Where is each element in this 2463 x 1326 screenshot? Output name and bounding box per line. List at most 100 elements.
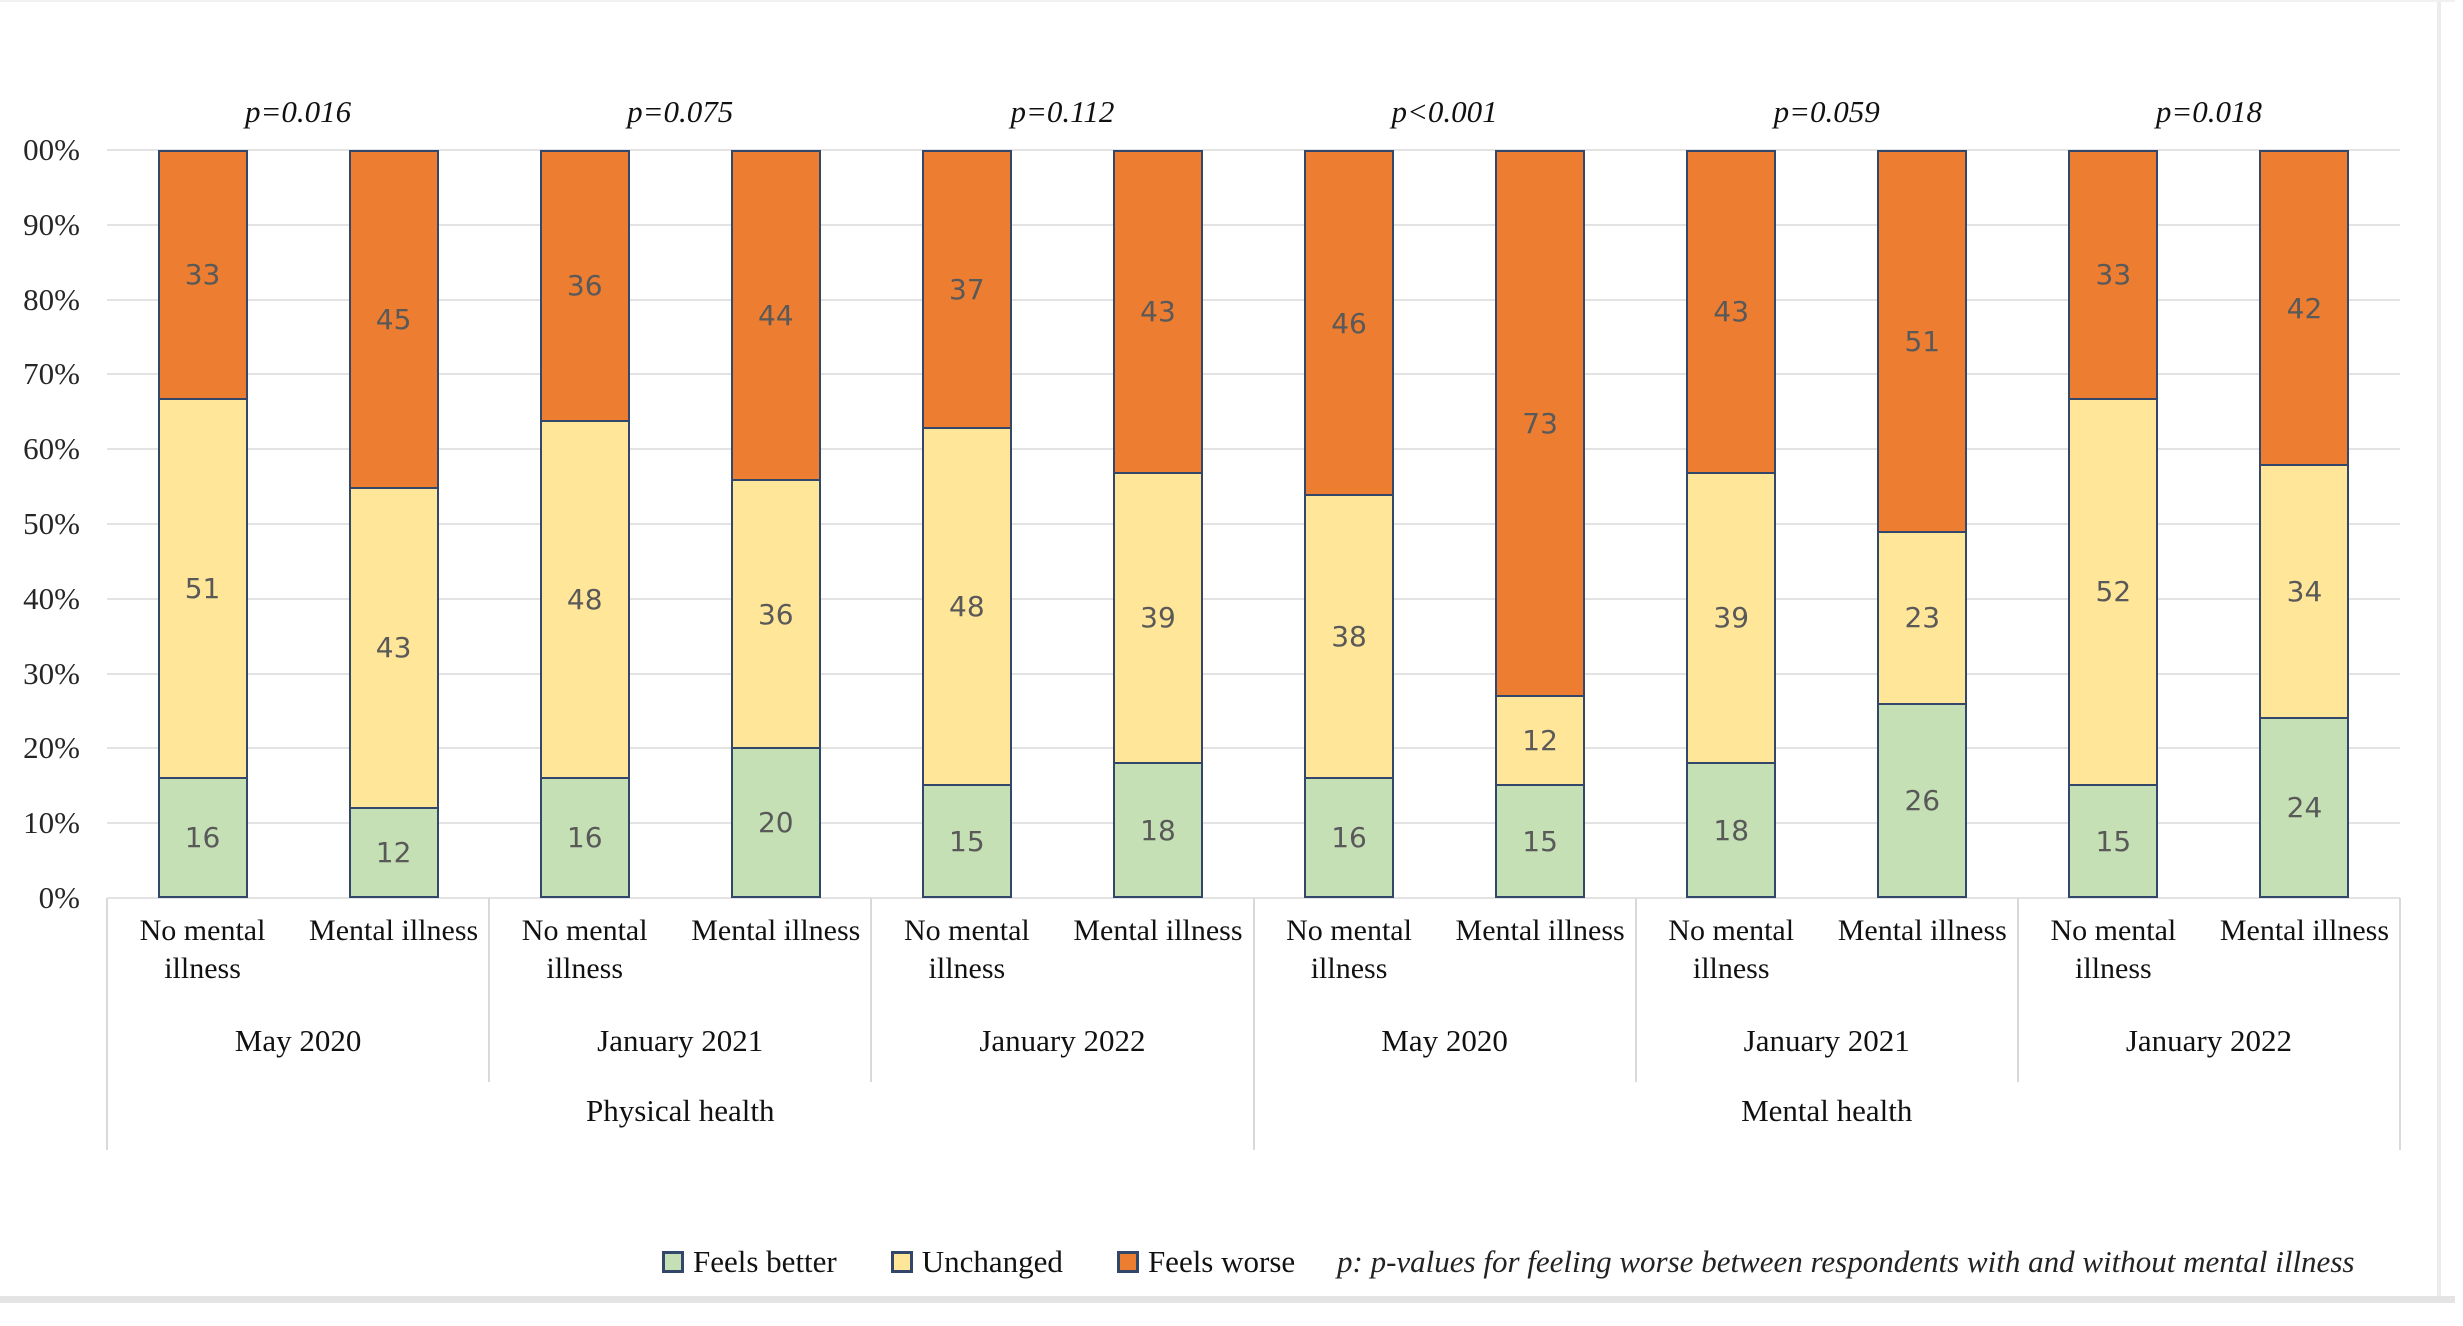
axis-divider <box>870 898 873 1082</box>
bar-category-label: No mental illness <box>2050 914 2177 985</box>
y-axis-tick-label: 60% <box>23 431 80 467</box>
segment-value-label: 34 <box>2286 575 2323 609</box>
segment-value-label: 33 <box>184 258 221 292</box>
p-value-label: p<0.001 <box>1391 94 1498 129</box>
y-gridline <box>107 298 2400 301</box>
axis-divider <box>106 898 108 1150</box>
bar-category-label: Mental illness <box>691 914 861 947</box>
bar-category-label: No mental illness <box>1286 914 1412 985</box>
y-axis-tick-label: 80% <box>23 281 80 317</box>
health-domain-label: Physical health <box>585 1093 775 1128</box>
p-value-label: p=0.059 <box>1773 94 1880 129</box>
segment-feels-worse: 46 <box>1306 152 1393 495</box>
segment-value-label: 37 <box>949 273 985 307</box>
stacked-bar: 33 52 15 <box>2068 150 2159 898</box>
bar-category-label: No mental illness <box>903 914 1030 985</box>
segment-unchanged: 34 <box>2261 464 2348 718</box>
segment-feels-better: 15 <box>2070 784 2157 896</box>
segment-value-label: 73 <box>1522 407 1558 441</box>
segment-unchanged: 52 <box>2070 397 2157 785</box>
bar-category-label: Mental illness <box>309 914 479 947</box>
segment-value-label: 18 <box>1713 813 1750 847</box>
segment-unchanged: 39 <box>1688 471 1775 763</box>
segment-unchanged: 48 <box>923 427 1010 785</box>
y-gridline <box>107 747 2400 750</box>
segment-feels-better: 12 <box>350 806 437 896</box>
y-gridline <box>107 822 2400 825</box>
stacked-bar: 43 39 18 <box>1686 150 1777 898</box>
y-gridline <box>107 597 2400 600</box>
legend-swatch-icon <box>1116 1251 1139 1273</box>
y-axis-tick-label: 40% <box>23 580 80 616</box>
y-axis-tick-label: 0% <box>38 880 80 915</box>
period-label: May 2020 <box>234 1023 362 1058</box>
segment-feels-worse: 37 <box>923 152 1010 428</box>
p-value-label: p=0.075 <box>627 94 734 129</box>
y-axis-tick-label: 00% <box>23 132 80 167</box>
segment-feels-better: 24 <box>2261 717 2348 896</box>
stacked-bar: 44 36 20 <box>730 150 821 898</box>
p-value-label: p=0.016 <box>244 94 352 129</box>
segment-value-label: 43 <box>1713 295 1750 329</box>
segment-value-label: 15 <box>2095 824 2132 858</box>
segment-value-label: 23 <box>1904 601 1941 635</box>
segment-value-label: 45 <box>375 302 412 336</box>
segment-value-label: 12 <box>375 835 412 869</box>
legend-item-feels-worse: Feels worse <box>1116 1244 1296 1280</box>
segment-value-label: 38 <box>1331 620 1367 654</box>
segment-value-label: 39 <box>1140 601 1176 635</box>
segment-value-label: 36 <box>757 597 794 631</box>
segment-value-label: 16 <box>1331 820 1367 854</box>
segment-value-label: 33 <box>2095 258 2132 292</box>
segment-unchanged: 36 <box>732 479 819 748</box>
period-label: January 2021 <box>597 1023 764 1058</box>
segment-value-label: 52 <box>2095 575 2132 609</box>
period-label: January 2022 <box>979 1023 1146 1058</box>
y-gridline <box>107 149 2400 151</box>
segment-value-label: 15 <box>949 824 985 858</box>
bar-category-label: No mental illness <box>521 914 648 985</box>
legend-label: Feels better <box>693 1244 837 1279</box>
legend-swatch-icon <box>890 1251 913 1273</box>
segment-unchanged: 43 <box>350 486 437 807</box>
segment-feels-worse: 33 <box>159 152 246 398</box>
segment-value-label: 16 <box>566 820 603 854</box>
health-domain-label: Mental health <box>1741 1093 1913 1128</box>
p-value-label: p=0.112 <box>1010 94 1115 129</box>
y-gridline <box>107 448 2400 451</box>
segment-value-label: 20 <box>757 806 794 840</box>
segment-feels-better: 20 <box>732 747 819 896</box>
period-label: January 2021 <box>1743 1023 1910 1058</box>
segment-value-label: 48 <box>949 590 985 624</box>
stacked-bar: 46 38 16 <box>1304 150 1395 898</box>
bar-category-label: Mental illness <box>1455 914 1625 947</box>
legend-label: Unchanged <box>921 1244 1063 1279</box>
legend-swatch-icon <box>662 1251 684 1273</box>
segment-value-label: 51 <box>184 571 221 605</box>
p-value-footnote: p: p-values for feeling worse between re… <box>1337 1244 2355 1279</box>
segment-value-label: 43 <box>1140 295 1176 329</box>
y-gridline <box>107 223 2400 226</box>
bar-category-label: Mental illness <box>1073 914 1243 947</box>
legend-label: Feels worse <box>1147 1244 1296 1279</box>
legend-item-unchanged: Unchanged <box>890 1244 1063 1280</box>
segment-unchanged: 23 <box>1879 531 1966 703</box>
segment-value-label: 42 <box>2286 291 2323 325</box>
legend-item-feels-better: Feels better <box>662 1244 837 1280</box>
segment-feels-better: 16 <box>159 776 246 896</box>
p-value-label: p=0.018 <box>2155 94 2262 129</box>
segment-value-label: 26 <box>1904 783 1941 817</box>
y-axis-tick-label: 90% <box>23 206 80 242</box>
segment-feels-worse: 43 <box>1688 152 1775 472</box>
bar-category-label: Mental illness <box>1837 914 2007 947</box>
y-axis-tick-label: 50% <box>23 506 80 541</box>
segment-value-label: 51 <box>1904 325 1941 359</box>
stacked-bar: 43 39 18 <box>1112 150 1203 898</box>
axis-divider <box>2016 898 2019 1082</box>
period-label: January 2022 <box>2125 1023 2292 1058</box>
segment-value-label: 46 <box>1331 306 1367 340</box>
segment-value-label: 36 <box>566 269 603 303</box>
segment-value-label: 18 <box>1140 813 1176 847</box>
bar-category-label: Mental illness <box>2219 914 2390 947</box>
segment-value-label: 44 <box>757 299 794 333</box>
